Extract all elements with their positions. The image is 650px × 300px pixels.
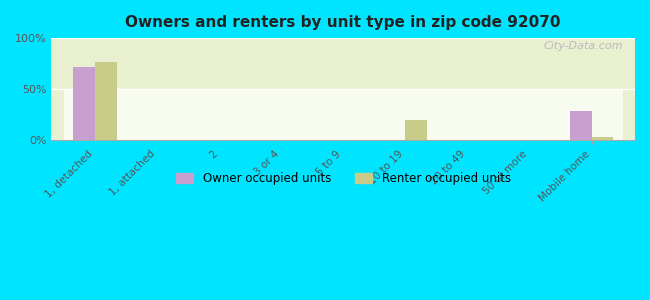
Title: Owners and renters by unit type in zip code 92070: Owners and renters by unit type in zip c…	[125, 15, 561, 30]
Text: City-Data.com: City-Data.com	[544, 41, 623, 51]
Bar	[570, 111, 592, 140]
Bar	[592, 137, 613, 140]
Bar	[73, 67, 95, 140]
Bar	[95, 61, 116, 140]
Bar	[406, 119, 427, 140]
Legend: Owner occupied units, Renter occupied units: Owner occupied units, Renter occupied un…	[171, 167, 515, 190]
